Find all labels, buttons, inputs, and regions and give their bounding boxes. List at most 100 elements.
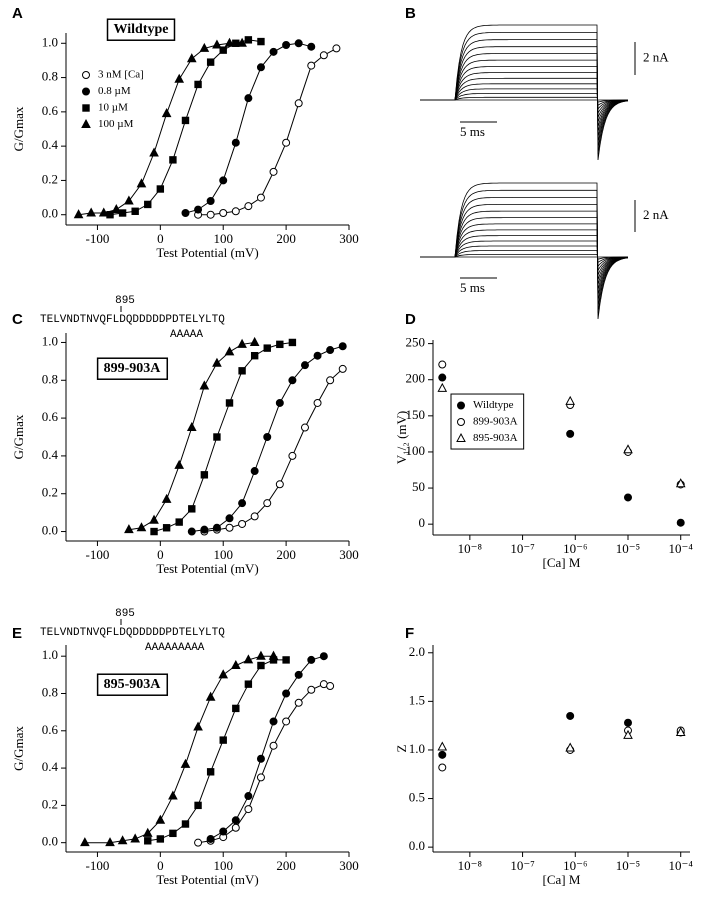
data-point — [86, 207, 96, 217]
legend-marker — [82, 87, 90, 96]
current-trace — [420, 39, 629, 149]
data-point — [231, 816, 240, 825]
fit-curve — [204, 368, 344, 532]
x-tick-label: 10⁻⁸ — [458, 541, 483, 556]
current-trace — [420, 240, 628, 272]
data-point — [566, 429, 575, 438]
data-point — [437, 382, 448, 392]
data-point — [213, 433, 221, 441]
x-tick-label: 10⁻⁵ — [616, 541, 640, 556]
data-point — [319, 652, 328, 661]
data-point — [294, 99, 303, 108]
data-point — [156, 835, 165, 843]
data-point — [186, 53, 197, 63]
x-tick-label: 300 — [339, 231, 359, 246]
data-point — [149, 147, 159, 157]
data-point — [156, 185, 165, 193]
data-point — [186, 421, 197, 432]
data-point — [282, 656, 290, 664]
data-point — [250, 467, 259, 476]
data-point — [300, 361, 309, 370]
data-point — [238, 499, 247, 508]
x-axis-label: Test Potential (mV) — [156, 872, 258, 887]
data-point — [149, 514, 159, 524]
y-tick-label: 2.0 — [409, 644, 425, 659]
x-tick-label: 10⁻⁶ — [563, 541, 587, 556]
x-tick-label: 100 — [213, 547, 233, 562]
data-point — [73, 209, 84, 219]
x-tick-label: 100 — [213, 858, 233, 873]
panel-label: F — [405, 625, 414, 642]
data-point — [282, 689, 291, 698]
x-tick-label: -100 — [86, 547, 110, 562]
annotation-mutation: AAAAA — [170, 329, 203, 341]
x-tick-label: 10⁻⁴ — [669, 541, 694, 556]
y-tick-label: 0.8 — [42, 684, 58, 699]
data-point — [219, 827, 228, 836]
data-point — [194, 80, 202, 89]
title-box — [96, 673, 169, 696]
data-point — [169, 156, 177, 164]
data-point — [230, 659, 241, 670]
current-trace — [420, 254, 628, 260]
x-tick-label: 300 — [339, 547, 359, 562]
data-point — [212, 357, 222, 367]
data-point — [437, 741, 448, 751]
current-trace — [420, 250, 628, 264]
x-axis-label: Test Potential (mV) — [156, 561, 258, 576]
data-point — [193, 721, 203, 731]
data-point — [231, 823, 240, 832]
data-point — [225, 514, 234, 523]
data-point — [332, 44, 341, 53]
annotation-mutation: AAAAAAAAA — [145, 642, 205, 654]
current-trace — [420, 229, 629, 280]
panel-label: B — [405, 5, 416, 22]
data-point — [338, 342, 347, 351]
data-point — [623, 729, 633, 739]
data-point — [294, 670, 303, 679]
data-point — [225, 523, 234, 532]
current-trace — [420, 46, 629, 143]
data-point — [269, 717, 278, 726]
y-tick-label: 0.4 — [42, 759, 59, 774]
data-point — [307, 655, 316, 664]
y-tick-label: 0.0 — [409, 838, 425, 853]
data-point — [275, 398, 284, 407]
data-point — [219, 176, 228, 185]
legend: Wildtype 899-903A 895-903A — [450, 393, 525, 450]
data-point — [243, 654, 254, 664]
data-point — [244, 202, 253, 211]
x-tick-label: -100 — [86, 231, 110, 246]
y-tick-label: 200 — [406, 371, 426, 386]
y-axis-label: G/Gmax — [11, 726, 26, 771]
x-tick-label: 10⁻⁸ — [458, 858, 483, 873]
data-point — [338, 364, 347, 373]
x-tick-label: 200 — [276, 547, 296, 562]
data-point — [124, 524, 134, 534]
data-point — [200, 471, 209, 479]
data-point — [231, 138, 240, 147]
data-point — [244, 36, 253, 44]
data-point — [199, 380, 210, 390]
current-trace — [420, 32, 629, 155]
legend-marker — [82, 71, 90, 79]
current-trace — [420, 182, 629, 320]
data-point — [212, 523, 221, 532]
data-point — [206, 197, 215, 205]
data-point — [80, 837, 90, 847]
data-point — [276, 340, 284, 349]
panel-label: D — [405, 311, 416, 328]
data-point — [205, 691, 216, 701]
legend-label: Wildtype — [473, 399, 514, 411]
data-point — [98, 207, 109, 217]
data-point — [438, 750, 447, 759]
current-trace — [420, 53, 629, 138]
y-tick-label: 0.6 — [42, 409, 59, 424]
data-point — [244, 94, 253, 103]
data-point — [206, 768, 215, 776]
x-tick-label: 100 — [213, 231, 233, 246]
y-tick-label: 1.0 — [42, 34, 58, 49]
y-tick-label: 1.0 — [42, 647, 58, 662]
data-point — [438, 373, 447, 382]
y-tick-label: 1.5 — [409, 692, 425, 707]
